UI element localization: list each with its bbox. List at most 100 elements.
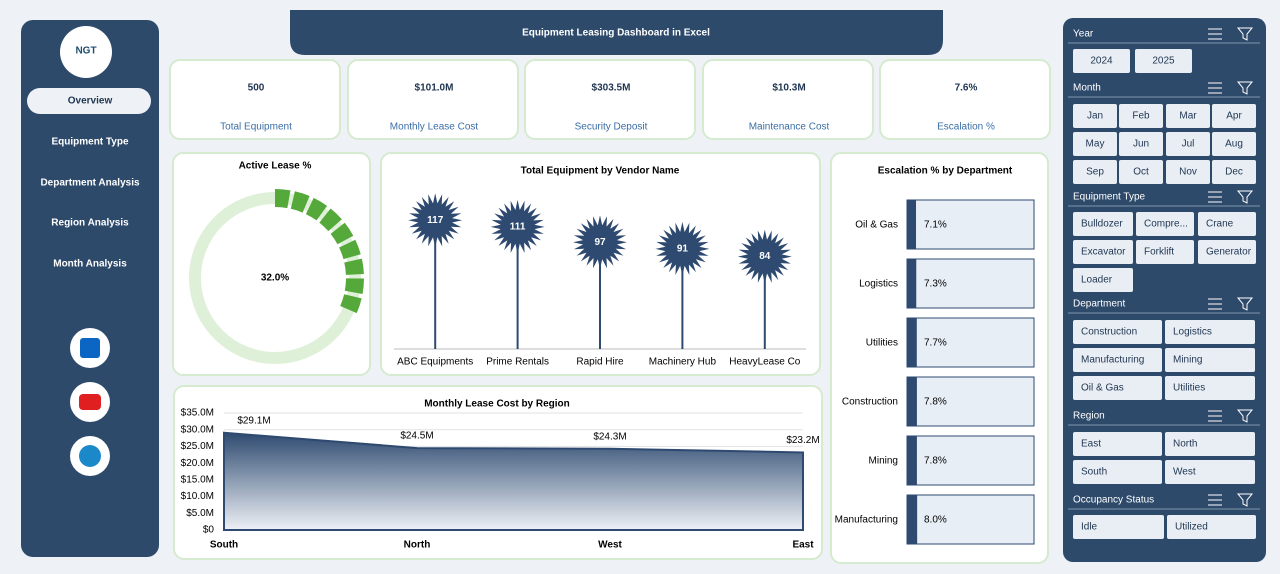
slicer-item[interactable]: Compre... [1144,219,1188,230]
slicer-button[interactable] [1166,160,1210,184]
kpi-value: $10.3M [772,83,805,94]
slicer-button[interactable] [1073,320,1162,344]
slicer-button[interactable] [1165,460,1255,484]
slicer-button[interactable] [1073,460,1162,484]
x-tick-label: ABC Equipments [397,357,473,368]
slicer-item[interactable]: Crane [1206,219,1234,230]
multi-select-icon[interactable] [1208,82,1222,94]
slicer-button[interactable] [1119,160,1163,184]
slicer-button[interactable] [1073,515,1164,539]
slicer-button[interactable] [1198,212,1256,236]
value-label: 117 [427,215,444,226]
slicer-item[interactable]: Jan [1087,111,1103,122]
slicer-item[interactable]: South [1081,467,1107,478]
slicer-item[interactable]: 2025 [1152,56,1175,67]
slicer-item[interactable]: Logistics [1173,327,1212,338]
slicer-item[interactable]: Construction [1081,327,1137,338]
slicer-item[interactable]: North [1173,439,1197,450]
slicer-button[interactable] [1073,132,1117,156]
slicer-button[interactable] [1212,132,1256,156]
slicer-button[interactable] [1166,104,1210,128]
multi-select-icon[interactable] [1208,410,1222,422]
slicer-item[interactable]: Dec [1225,167,1243,178]
nav-item[interactable]: Region Analysis [51,218,129,229]
slicer-button[interactable] [1135,49,1192,73]
slicer-button[interactable] [1167,515,1256,539]
nav-item[interactable]: Equipment Type [51,137,128,148]
slicer-button[interactable] [1073,240,1133,264]
slicer-item[interactable]: Oct [1133,167,1149,178]
slicer-button[interactable] [1073,160,1117,184]
nav-item[interactable]: Department Analysis [40,178,140,189]
slicer-title: Department [1073,299,1125,310]
slicer-button[interactable] [1073,104,1117,128]
slicer-item[interactable]: Nov [1179,167,1197,178]
x-tick-label: HeavyLease Co [729,357,801,368]
slicer-item[interactable]: Mar [1179,111,1197,122]
value-label: 7.1% [924,220,947,231]
slicer-button[interactable] [1073,432,1162,456]
multi-select-icon[interactable] [1208,298,1222,310]
slicer-item[interactable]: East [1081,439,1101,450]
slicer-button[interactable] [1165,376,1255,400]
slicer-item[interactable]: Apr [1226,111,1242,122]
slicer-item[interactable]: May [1086,139,1105,150]
slicer-item[interactable]: Sep [1086,167,1104,178]
nav-item[interactable]: Overview [68,96,113,107]
slicer-button[interactable] [1119,132,1163,156]
slicer-item[interactable]: Manufacturing [1081,355,1144,366]
multi-select-icon[interactable] [1208,191,1222,203]
slicer-item[interactable]: Aug [1225,139,1243,150]
slicer-button[interactable] [1165,348,1255,372]
slicer-item[interactable]: Jul [1182,139,1195,150]
slicer-item[interactable]: Feb [1132,111,1150,122]
slicer-item[interactable]: Mining [1173,355,1202,366]
slicer-button[interactable] [1136,212,1194,236]
slicer-item[interactable]: Excavator [1081,247,1126,258]
value-label: 7.8% [924,397,947,408]
slicer-button[interactable] [1073,348,1162,372]
multi-select-icon[interactable] [1208,28,1222,40]
chart-title: Escalation % by Department [878,166,1013,177]
slicer-button[interactable] [1198,240,1256,264]
clear-filter-icon[interactable] [1236,81,1254,95]
slicer-item[interactable]: Bulldozer [1081,219,1123,230]
clear-filter-icon[interactable] [1236,190,1254,204]
nav-item[interactable]: Month Analysis [53,259,127,270]
slicer-item[interactable]: Utilities [1173,383,1205,394]
slicer-item[interactable]: West [1173,467,1196,478]
slicer-button[interactable] [1073,376,1162,400]
clear-filter-icon[interactable] [1236,409,1254,423]
clear-filter-icon[interactable] [1236,297,1254,311]
y-tick-label: Mining [869,456,898,467]
slicer-item[interactable]: Jun [1133,139,1149,150]
kpi-label: Security Deposit [575,122,648,133]
slicer-button[interactable] [1073,268,1133,292]
bar [907,495,918,544]
slicer-button[interactable] [1212,104,1256,128]
x-tick-label: West [598,540,622,551]
slicer-item[interactable]: Forklift [1144,247,1174,258]
slicer-button[interactable] [1165,320,1255,344]
slicer-button[interactable] [1073,212,1133,236]
clear-filter-icon[interactable] [1236,27,1254,41]
multi-select-icon[interactable] [1208,494,1222,506]
slicer-button[interactable] [1136,240,1194,264]
slicer-item[interactable]: Oil & Gas [1081,383,1124,394]
slicer-item[interactable]: Utilized [1175,522,1208,533]
logo [60,26,112,78]
clear-filter-icon[interactable] [1236,493,1254,507]
slicer-button[interactable] [1166,132,1210,156]
slicer-item[interactable]: Idle [1081,522,1098,533]
slicer-button[interactable] [1119,104,1163,128]
slicer-item[interactable]: Generator [1206,247,1252,258]
chart-title: Monthly Lease Cost by Region [424,399,570,410]
slicer-button[interactable] [1073,49,1130,73]
slicer-button[interactable] [1165,432,1255,456]
slicer-item[interactable]: Loader [1081,275,1113,286]
chart-title: Total Equipment by Vendor Name [521,166,680,177]
header-banner [290,10,943,55]
slicer-item[interactable]: 2024 [1090,56,1113,67]
y-tick-label: Utilities [866,338,898,349]
slicer-button[interactable] [1212,160,1256,184]
